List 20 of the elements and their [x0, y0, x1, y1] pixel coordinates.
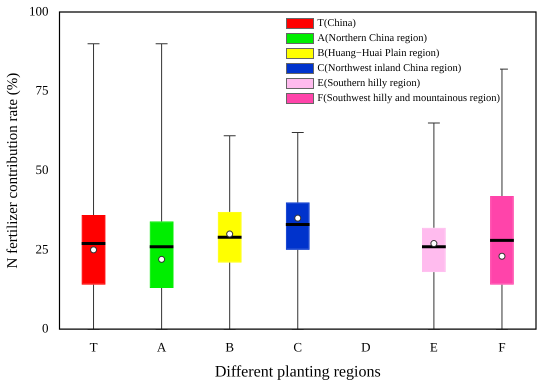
y-tick-label: 25	[36, 241, 48, 256]
y-axis-title: N fertilizer contribution rate (%)	[4, 72, 21, 268]
legend-label: B(Huang−Huai Plain region)	[317, 47, 440, 61]
y-tick-label: 75	[36, 82, 48, 98]
x-axis-title: Different planting regions	[214, 364, 381, 381]
legend-label: F(Southwest hilly and mountainous region)	[317, 92, 500, 106]
x-tick-label: E	[430, 339, 438, 354]
legend-label: T(China)	[317, 17, 356, 31]
x-tick-label: C	[293, 339, 302, 354]
x-tick-label: D	[361, 339, 371, 354]
y-tick-label: 50	[36, 162, 48, 178]
x-tick-label: T	[90, 339, 98, 354]
legend-label: C(Northwest inland China region)	[317, 62, 462, 76]
legend-label: A(Northern China region)	[317, 32, 428, 46]
legend-label: E(Southern hilly region)	[317, 77, 420, 91]
x-tick-label: B	[225, 339, 234, 354]
x-tick-label: A	[156, 339, 167, 354]
x-tick-label: F	[498, 339, 506, 354]
y-tick-label: 0	[42, 320, 48, 336]
y-tick-label: 100	[29, 3, 48, 18]
